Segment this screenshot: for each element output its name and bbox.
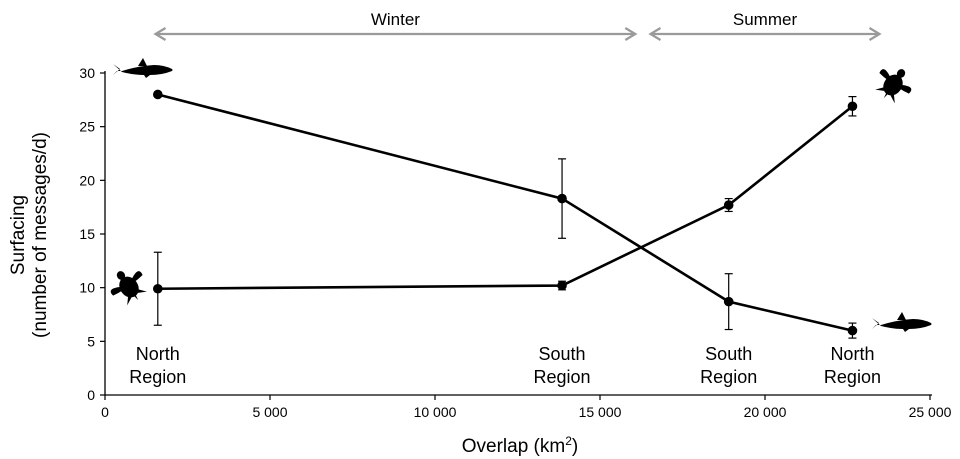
y-tick-label: 10: [79, 280, 95, 296]
turtle-icon-part: [883, 74, 903, 96]
x-axis-title: Overlap (km2): [462, 434, 578, 457]
turtle-icon-part: [890, 94, 895, 104]
x-tick-label: 15 000: [579, 404, 622, 420]
season-label: Winter: [371, 10, 420, 29]
turtle-icon-part: [879, 69, 891, 81]
y-tick-label: 0: [87, 387, 95, 403]
turtle-icon-part: [875, 87, 885, 91]
y-axis-subtitle: (number of messages/d): [30, 132, 51, 338]
turtle-icon: [875, 69, 912, 104]
x-axis-title-main: Overlap (km: [462, 436, 565, 457]
data-point: [557, 280, 567, 291]
season-arrow-head-left: [648, 27, 662, 41]
season-arrow-head-left: [153, 27, 167, 41]
turtle-icon: [110, 271, 147, 306]
shark-icon: [113, 58, 173, 78]
region-label-line2: Region: [824, 367, 881, 387]
y-tick-label: 30: [79, 65, 95, 81]
turtle-icon-part: [131, 271, 143, 283]
shark-icon: [872, 312, 932, 332]
season-arrows: Winter Summer: [153, 10, 882, 41]
x-tick-label: 10 000: [414, 404, 457, 420]
turtle-icon-part: [119, 276, 139, 298]
shark-icon-shape: [872, 312, 932, 332]
region-label-line1: North: [830, 344, 874, 364]
turtle-icon-part: [110, 286, 123, 296]
y-tick-label: 20: [79, 172, 95, 188]
season-label: Summer: [733, 10, 798, 29]
data-series: [153, 89, 858, 339]
data-point: [847, 101, 858, 112]
axes: [104, 71, 932, 396]
y-tick-label: 5: [87, 333, 95, 349]
region-label-line1: South: [705, 344, 752, 364]
axis-ticks: 0 5 000 10 000 15 000 20 000 25 000 0 5 10 15 20 25…: [79, 65, 951, 420]
turtle-icon-part: [133, 294, 139, 301]
data-point: [723, 200, 734, 210]
region-label-line1: South: [539, 344, 586, 364]
x-axis-title-superscript: 2: [565, 434, 572, 448]
data-point: [153, 283, 163, 294]
region-label-line1: North: [136, 344, 180, 364]
y-tick-label: 15: [79, 226, 95, 242]
data-point: [847, 325, 858, 336]
data-point: [153, 89, 163, 100]
y-tick-label: 25: [79, 119, 95, 135]
y-axis-title-group: Surfacing (number of messages/d): [8, 132, 51, 338]
region-label-line2: Region: [534, 367, 591, 387]
shark-icon-shape: [113, 58, 173, 78]
series-icons: [110, 58, 932, 332]
data-point: [723, 296, 734, 307]
x-tick-label: 0: [101, 404, 109, 420]
series-line: [157, 93, 853, 332]
turtle-icon-part: [899, 84, 912, 94]
y-axis-title: Surfacing: [8, 195, 29, 275]
x-axis-title-suffix: ): [572, 436, 578, 457]
data-point: [557, 193, 567, 204]
x-tick-label: 25 000: [909, 404, 952, 420]
series-line: [157, 105, 854, 291]
x-tick-label: 20 000: [744, 404, 787, 420]
region-label-line2: Region: [129, 367, 186, 387]
season-arrow-head-right: [868, 27, 882, 41]
turtle-icon-part: [896, 69, 906, 78]
season-arrow-head-right: [624, 27, 638, 41]
region-labels: North Region South Region South Region North Re…: [129, 344, 881, 387]
x-tick-label: 5 000: [252, 404, 287, 420]
turtle-icon-part: [137, 289, 147, 293]
turtle-icon-part: [127, 296, 132, 306]
turtle-icon-part: [116, 271, 126, 280]
region-label-line2: Region: [700, 367, 757, 387]
turtle-icon-part: [883, 92, 889, 99]
